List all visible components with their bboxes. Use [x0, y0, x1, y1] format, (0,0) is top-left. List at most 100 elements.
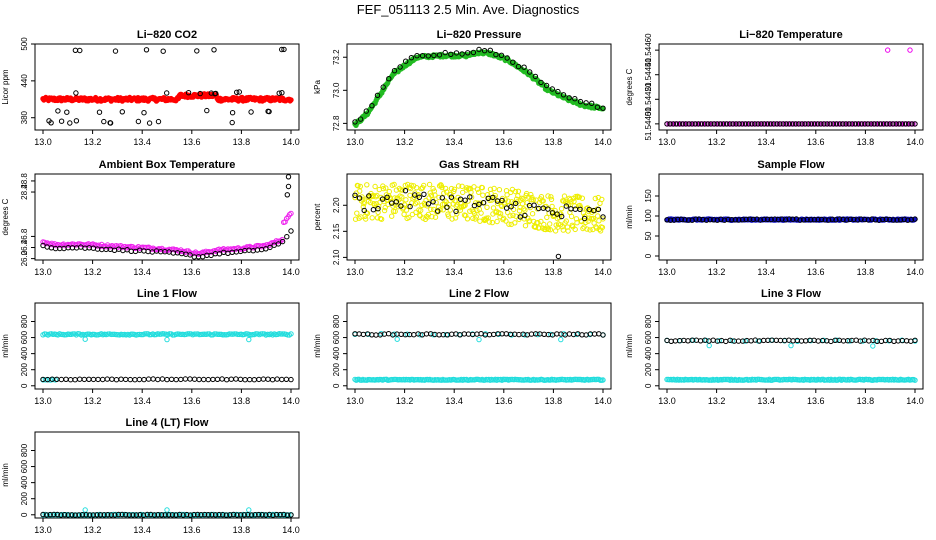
data-point [706, 338, 712, 344]
data-point [796, 121, 802, 127]
data-point [61, 512, 68, 518]
data-point [559, 213, 565, 220]
data-point [156, 331, 163, 337]
data-point [164, 336, 170, 343]
data-point [833, 217, 839, 223]
data-point [754, 216, 760, 222]
data-point [403, 197, 409, 203]
data-point [671, 217, 677, 223]
data-point [221, 332, 228, 338]
y-tick-label: 600 [20, 459, 29, 473]
data-point [224, 377, 230, 383]
data-point [697, 338, 704, 344]
data-point [865, 121, 871, 127]
data-point [667, 217, 674, 223]
panel-8: Line 2 Flow ml/min 13.0 13.2 13.4 13.6 13.8 14.… [313, 288, 612, 406]
data-point [579, 195, 585, 201]
data-point [275, 241, 282, 247]
data-point [531, 202, 537, 208]
data-point [392, 208, 398, 215]
data-point [367, 199, 374, 206]
data-point [391, 68, 398, 74]
y-axis-label: degrees C [625, 68, 634, 105]
series-primary [664, 337, 918, 383]
data-point [507, 213, 513, 219]
data-point [360, 204, 366, 210]
series-primary [352, 181, 606, 234]
data-point [465, 50, 471, 56]
data-point [202, 511, 208, 518]
data-point [204, 107, 210, 114]
data-point [479, 185, 485, 191]
data-point [725, 216, 731, 223]
series-primary [40, 331, 294, 383]
data-point [173, 512, 179, 518]
data-point [150, 376, 156, 382]
data-point [783, 121, 789, 127]
data-point [436, 52, 443, 58]
data-point [425, 201, 432, 207]
plot-frame [658, 43, 924, 131]
data-point [211, 331, 218, 337]
y-tick-label: 0 [20, 383, 29, 388]
x-tick-label: 13.0 [346, 267, 364, 277]
data-point [354, 210, 360, 216]
data-point [372, 183, 378, 190]
series-secondary [352, 331, 606, 338]
data-point [589, 100, 595, 107]
data-point [462, 197, 468, 203]
data-point [449, 216, 455, 222]
data-point [162, 512, 168, 518]
data-point [876, 217, 882, 223]
y-tick-label: 200 [20, 491, 29, 505]
series-secondary [664, 216, 918, 223]
data-point [178, 376, 184, 383]
y-tick-label: 200 [20, 362, 29, 376]
data-point [855, 121, 862, 127]
data-point [592, 195, 598, 202]
panel-2: Li−820 Pressure kPa 13.0 13.2 13.4 13.6 13.8 14… [313, 29, 612, 147]
data-point [711, 217, 717, 223]
data-point [561, 331, 567, 337]
data-point [847, 216, 853, 223]
data-point [732, 217, 738, 223]
data-point [211, 47, 217, 53]
data-point [279, 46, 285, 53]
data-point [775, 216, 782, 223]
x-tick-label: 13.8 [857, 396, 875, 406]
plot-frame [346, 302, 612, 390]
data-point [774, 121, 780, 127]
data-point [527, 69, 533, 75]
data-point [502, 197, 508, 203]
data-point [236, 89, 243, 95]
data-point [497, 211, 504, 217]
data-point [815, 121, 821, 127]
data-point [176, 511, 183, 518]
y-tick-label: 800 [644, 314, 653, 328]
y-tick-label: 2.10 [332, 249, 341, 265]
data-point [676, 121, 683, 127]
data-point [907, 47, 913, 53]
data-point [288, 376, 294, 383]
data-point [277, 511, 283, 518]
data-point [670, 121, 676, 127]
data-point [683, 121, 689, 127]
data-point [137, 512, 143, 518]
x-tick-label: 14.0 [594, 137, 612, 147]
data-point [585, 218, 591, 224]
data-point [83, 512, 89, 518]
data-point [528, 191, 534, 198]
data-point [168, 376, 175, 382]
data-point [418, 207, 424, 214]
data-point [566, 95, 572, 101]
data-point [357, 116, 364, 122]
data-point [473, 214, 479, 220]
data-point [464, 216, 471, 222]
data-point [826, 217, 832, 223]
data-point [378, 331, 384, 337]
data-point [251, 377, 258, 383]
plot-frame [34, 43, 300, 131]
data-point [818, 216, 825, 223]
data-point [577, 204, 584, 210]
data-point [375, 206, 381, 212]
